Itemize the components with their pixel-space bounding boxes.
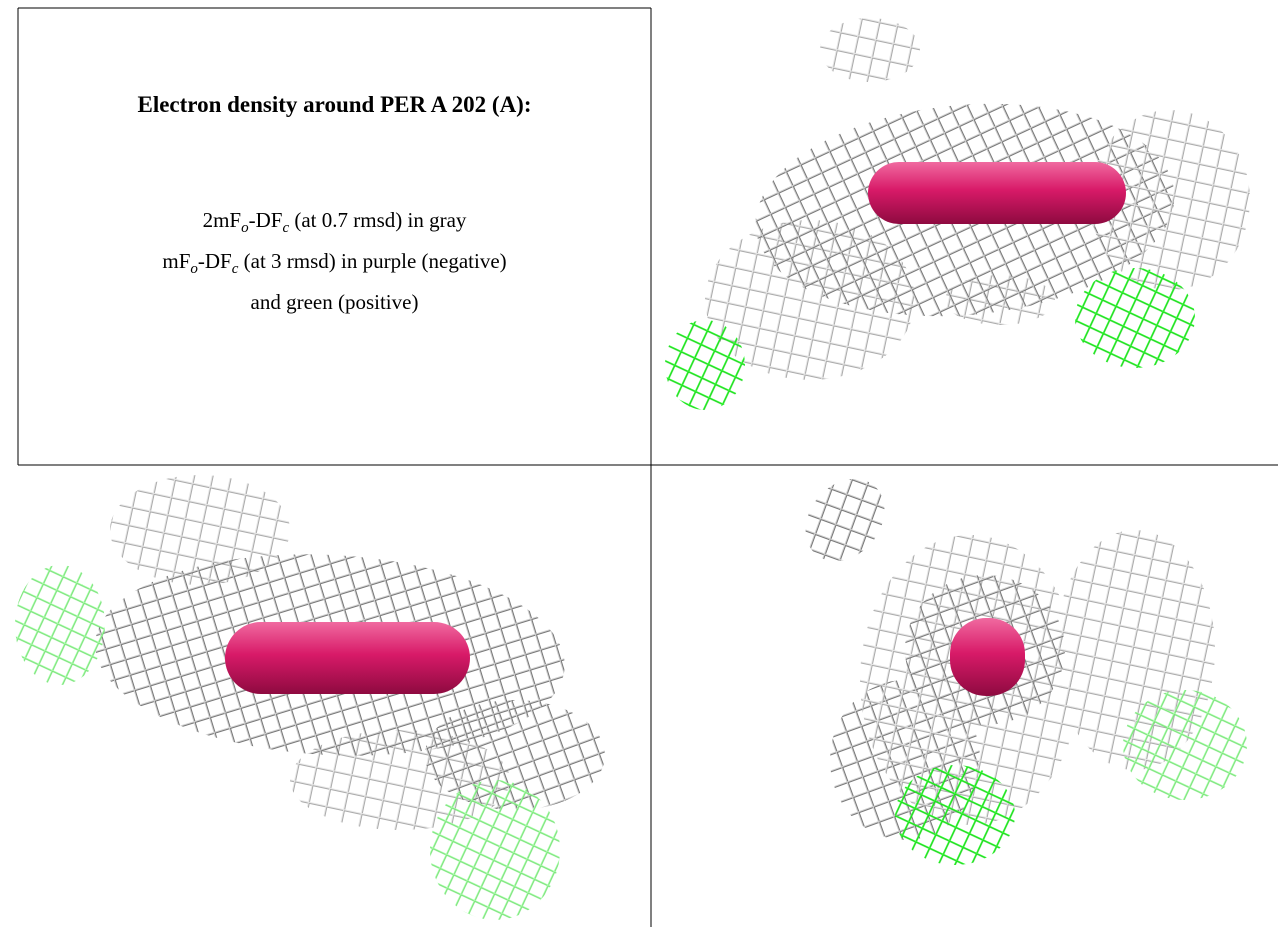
ligand <box>225 622 470 694</box>
figure-title: Electron density around PER A 202 (A): <box>137 92 532 117</box>
subscript: o <box>241 220 249 237</box>
text-run: 2mF <box>202 208 242 232</box>
ligand <box>868 162 1126 224</box>
green-mesh <box>665 320 745 410</box>
gray-mesh <box>1090 110 1250 290</box>
legend-line: mFo-DFc (at 3 rmsd) in purple (negative) <box>18 245 651 286</box>
gray-mesh <box>110 475 290 585</box>
text-run: (at 0.7 rmsd) in gray <box>289 208 467 232</box>
text-run: mF <box>162 249 191 274</box>
text-run: and green (positive) <box>250 290 419 315</box>
green-mesh <box>430 780 560 920</box>
text-run: (at 3 rmsd) in purple (negative) <box>238 249 507 274</box>
legend-text: 2mFo-DFc (at 0.7 rmsd) in gray mFo-DFc (a… <box>18 204 651 319</box>
table-borders <box>17 7 1278 927</box>
subscript: o <box>190 261 198 278</box>
green-mesh <box>1123 690 1247 800</box>
green-mesh <box>1075 268 1195 368</box>
legend-line: 2mFo-DFc (at 0.7 rmsd) in gray <box>18 204 651 245</box>
subscript: c <box>282 220 290 237</box>
density-view-3 <box>805 478 1247 865</box>
density-view-1 <box>665 18 1250 410</box>
gray-mesh <box>820 18 920 82</box>
gray-mesh <box>805 478 885 562</box>
density-view-2 <box>15 475 605 920</box>
text-run: -DF <box>248 208 283 232</box>
subscript: c <box>231 261 239 278</box>
green-mesh <box>15 565 105 685</box>
ligand <box>950 618 1025 696</box>
text-run: -DF <box>197 249 232 274</box>
legend-line: and green (positive) <box>18 286 651 319</box>
green-mesh <box>895 765 1015 865</box>
